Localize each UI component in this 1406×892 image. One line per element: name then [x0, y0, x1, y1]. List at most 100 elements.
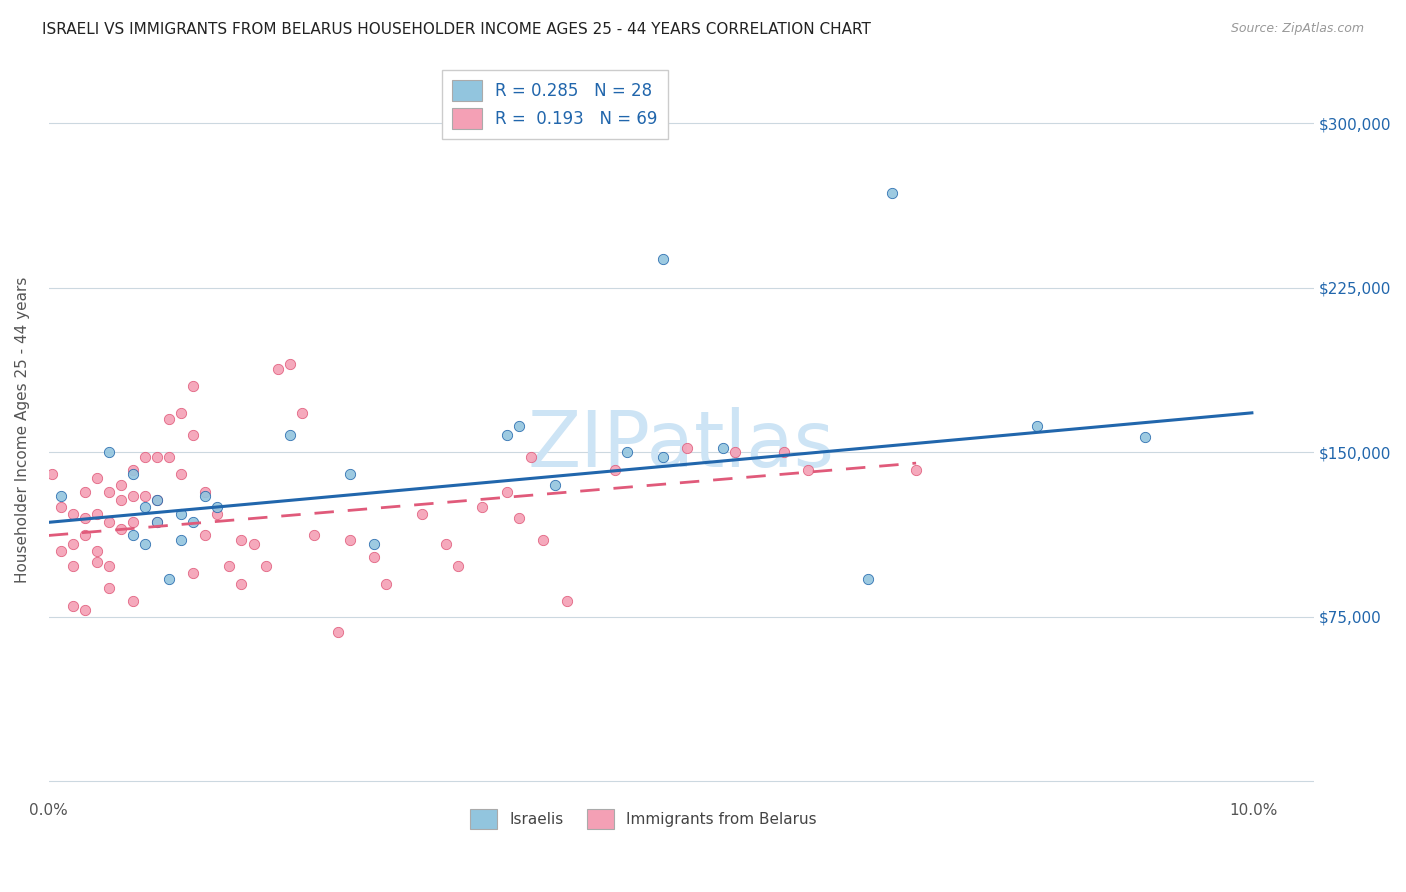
Point: [134, 489, 156, 503]
Point: [772, 445, 794, 459]
Point: [218, 559, 240, 574]
Point: [146, 493, 169, 508]
Point: [652, 450, 675, 464]
Point: [170, 406, 193, 420]
Point: [231, 533, 253, 547]
Point: [73, 603, 96, 617]
Point: [278, 427, 301, 442]
Point: [555, 594, 578, 608]
Point: [194, 489, 217, 503]
Point: [181, 516, 204, 530]
Point: [447, 559, 470, 574]
Point: [339, 467, 361, 481]
Point: [146, 516, 169, 530]
Point: [98, 559, 121, 574]
Point: [110, 493, 132, 508]
Point: [603, 463, 626, 477]
Point: [49, 489, 72, 503]
Y-axis label: Householder Income Ages 25 - 44 years: Householder Income Ages 25 - 44 years: [15, 277, 30, 583]
Point: [495, 484, 517, 499]
Point: [266, 362, 288, 376]
Point: [1025, 418, 1047, 433]
Point: [157, 450, 180, 464]
Point: [49, 500, 72, 514]
Point: [291, 406, 314, 420]
Point: [134, 450, 156, 464]
Point: [122, 463, 145, 477]
Point: [194, 484, 217, 499]
Point: [711, 441, 734, 455]
Text: ZIPatlas: ZIPatlas: [527, 407, 835, 483]
Point: [146, 516, 169, 530]
Point: [86, 544, 108, 558]
Point: [73, 484, 96, 499]
Point: [122, 489, 145, 503]
Point: [146, 450, 169, 464]
Point: [676, 441, 699, 455]
Point: [796, 463, 818, 477]
Point: [519, 450, 541, 464]
Text: ISRAELI VS IMMIGRANTS FROM BELARUS HOUSEHOLDER INCOME AGES 25 - 44 YEARS CORRELA: ISRAELI VS IMMIGRANTS FROM BELARUS HOUSE…: [42, 22, 872, 37]
Point: [363, 550, 385, 565]
Point: [122, 516, 145, 530]
Point: [905, 463, 928, 477]
Point: [375, 576, 398, 591]
Point: [411, 507, 433, 521]
Point: [1133, 430, 1156, 444]
Point: [880, 186, 903, 201]
Point: [122, 594, 145, 608]
Point: [254, 559, 277, 574]
Point: [62, 537, 84, 551]
Point: [242, 537, 264, 551]
Point: [508, 511, 530, 525]
Point: [49, 544, 72, 558]
Point: [110, 478, 132, 492]
Point: [326, 624, 349, 639]
Point: [170, 533, 193, 547]
Point: [170, 507, 193, 521]
Point: [856, 572, 879, 586]
Point: [531, 533, 554, 547]
Point: [122, 467, 145, 481]
Point: [146, 493, 169, 508]
Point: [434, 537, 457, 551]
Point: [278, 358, 301, 372]
Point: [302, 528, 325, 542]
Point: [98, 581, 121, 595]
Point: [181, 566, 204, 580]
Point: [194, 528, 217, 542]
Point: [231, 576, 253, 591]
Point: [157, 572, 180, 586]
Point: [339, 533, 361, 547]
Point: [616, 445, 638, 459]
Point: [98, 484, 121, 499]
Point: [157, 412, 180, 426]
Point: [62, 559, 84, 574]
Point: [181, 379, 204, 393]
Point: [495, 427, 517, 442]
Point: [110, 522, 132, 536]
Point: [73, 528, 96, 542]
Point: [508, 418, 530, 433]
Point: [86, 507, 108, 521]
Text: Source: ZipAtlas.com: Source: ZipAtlas.com: [1230, 22, 1364, 36]
Point: [98, 445, 121, 459]
Point: [544, 478, 567, 492]
Point: [73, 511, 96, 525]
Point: [86, 471, 108, 485]
Point: [86, 555, 108, 569]
Point: [471, 500, 494, 514]
Point: [207, 507, 229, 521]
Point: [181, 427, 204, 442]
Legend: Israelis, Immigrants from Belarus: Israelis, Immigrants from Belarus: [464, 803, 823, 835]
Point: [62, 599, 84, 613]
Point: [207, 500, 229, 514]
Point: [363, 537, 385, 551]
Point: [98, 516, 121, 530]
Point: [134, 500, 156, 514]
Point: [724, 445, 747, 459]
Point: [134, 537, 156, 551]
Point: [122, 528, 145, 542]
Point: [170, 467, 193, 481]
Point: [41, 467, 63, 481]
